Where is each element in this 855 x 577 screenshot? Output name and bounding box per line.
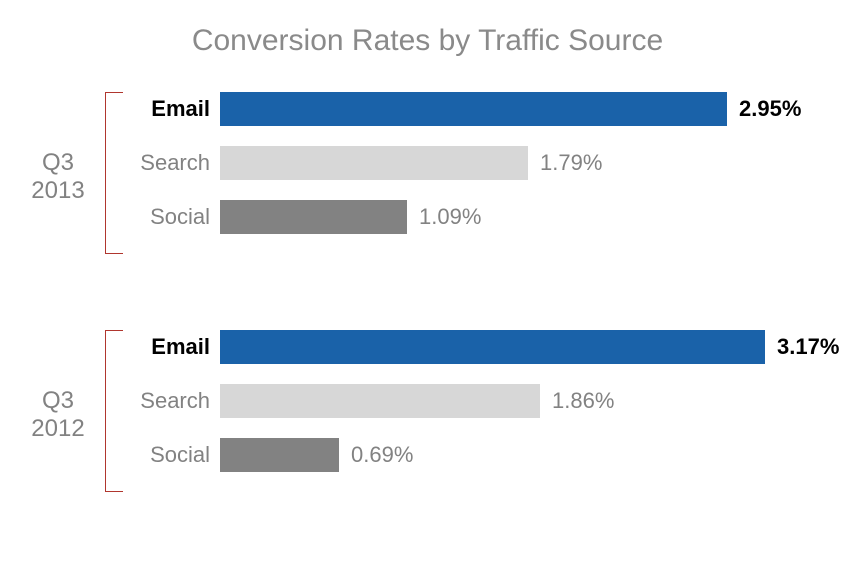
bar bbox=[220, 384, 540, 418]
row-label: Search bbox=[140, 388, 210, 414]
conversion-rates-chart: Conversion Rates by Traffic Source Q3201… bbox=[0, 0, 855, 577]
group: Q32012Email3.17%Search1.86%Social0.69% bbox=[0, 330, 855, 492]
bar bbox=[220, 200, 407, 234]
bar-row: Search 1.86% bbox=[0, 384, 855, 418]
bar-value: 1.86% bbox=[552, 388, 614, 414]
bar-row: Email 2.95% bbox=[0, 92, 855, 126]
bar bbox=[220, 92, 727, 126]
row-label: Email bbox=[140, 334, 210, 360]
group: Q32013Email2.95%Search1.79%Social1.09% bbox=[0, 92, 855, 254]
bar-row: Search 1.79% bbox=[0, 146, 855, 180]
bar-value: 1.79% bbox=[540, 150, 602, 176]
row-label: Social bbox=[140, 204, 210, 230]
row-label: Email bbox=[140, 96, 210, 122]
bar bbox=[220, 146, 528, 180]
row-label: Search bbox=[140, 150, 210, 176]
bar-value: 0.69% bbox=[351, 442, 413, 468]
bar bbox=[220, 330, 765, 364]
chart-title: Conversion Rates by Traffic Source bbox=[0, 24, 855, 58]
bar-value: 3.17% bbox=[777, 334, 839, 360]
bar-value: 1.09% bbox=[419, 204, 481, 230]
bar-value: 2.95% bbox=[739, 96, 801, 122]
bar-row: Social 0.69% bbox=[0, 438, 855, 472]
row-label: Social bbox=[140, 442, 210, 468]
bar-row: Social 1.09% bbox=[0, 200, 855, 234]
bar bbox=[220, 438, 339, 472]
bar-row: Email 3.17% bbox=[0, 330, 855, 364]
